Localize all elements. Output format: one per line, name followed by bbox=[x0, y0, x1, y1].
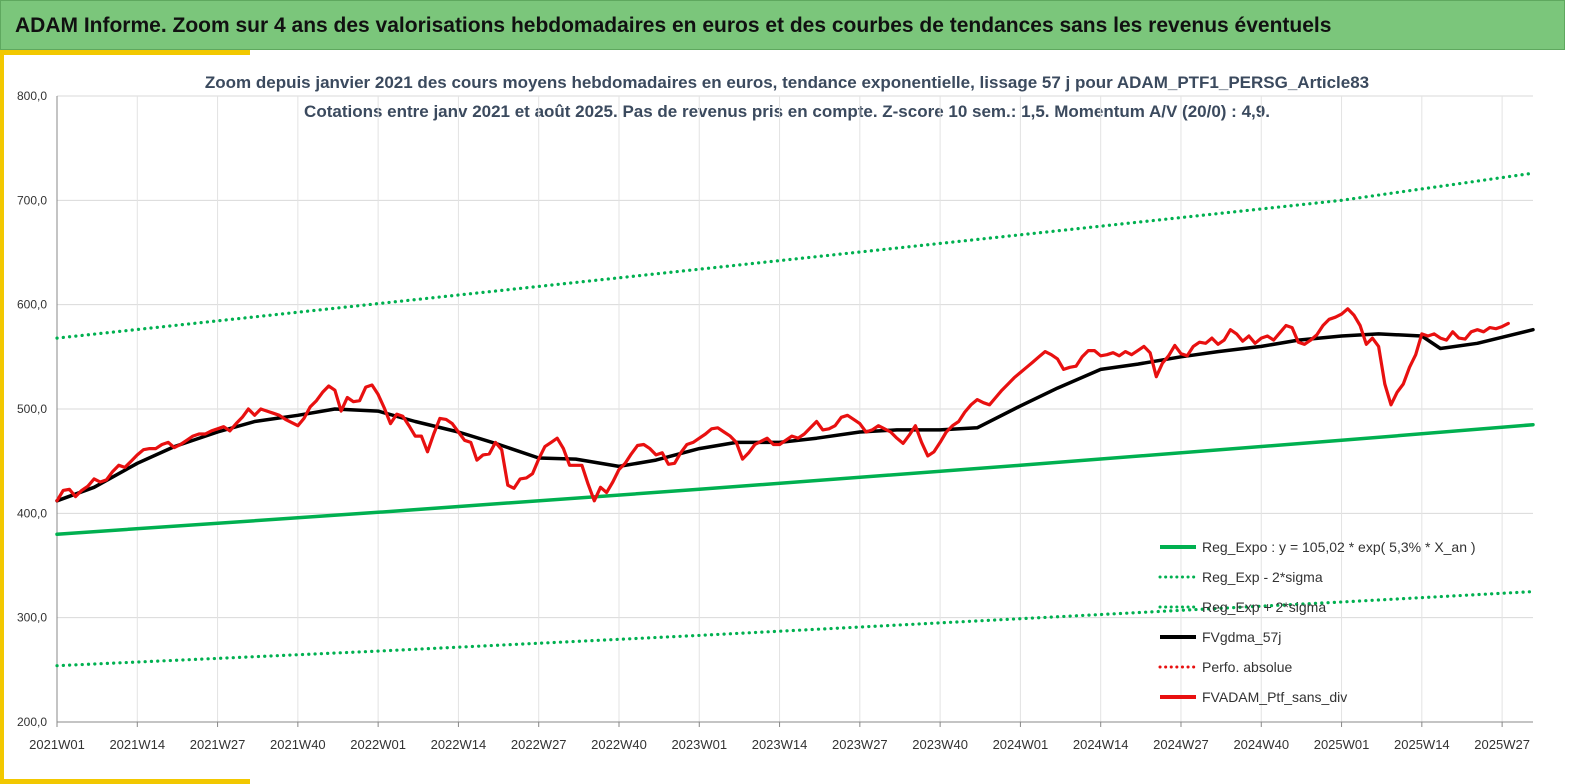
x-tick-label: 2025W27 bbox=[1474, 737, 1530, 752]
x-tick-label: 2024W01 bbox=[993, 737, 1049, 752]
y-tick-label: 200,0 bbox=[17, 715, 47, 729]
grid-lines bbox=[56, 95, 1533, 723]
series-line-reg-exp bbox=[55, 589, 1535, 668]
x-tick-label: 2022W14 bbox=[431, 737, 487, 752]
accent-bar-top bbox=[0, 50, 250, 55]
legend-label: Perfo. absolue bbox=[1202, 659, 1292, 675]
series-line-reg-expo bbox=[55, 422, 1535, 536]
chart-title: Zoom depuis janvier 2021 des cours moyen… bbox=[205, 73, 1369, 92]
x-tick-label: 2022W27 bbox=[511, 737, 567, 752]
x-tick-label: 2022W01 bbox=[350, 737, 406, 752]
series-line-fvadam-ptf-sans-div bbox=[55, 307, 1510, 503]
y-tick-label: 800,0 bbox=[17, 89, 47, 103]
axes: 800,0 700,0 600,0 500,0 400,0 300,0 200,0 2021W… bbox=[17, 89, 1533, 752]
series-line-reg-exp bbox=[55, 171, 1535, 340]
y-tick-label: 400,0 bbox=[17, 506, 47, 520]
legend: Reg_Expo : y = 105,02 * exp( 5,3% * X_an… bbox=[1158, 539, 1476, 705]
x-tick-label: 2023W40 bbox=[912, 737, 968, 752]
y-tick-label: 300,0 bbox=[17, 611, 47, 625]
legend-label: FVgdma_57j bbox=[1202, 629, 1281, 645]
report-banner: ADAM Informe. Zoom sur 4 ans des valoris… bbox=[0, 0, 1565, 50]
x-tick-label: 2023W01 bbox=[671, 737, 727, 752]
x-tick-label: 2024W40 bbox=[1233, 737, 1289, 752]
series-line-fvgdma-57j bbox=[55, 327, 1535, 503]
chart-subtitle: Cotations entre janv 2021 et août 2025. … bbox=[304, 102, 1270, 121]
y-tick-label: 700,0 bbox=[17, 193, 47, 207]
x-tick-label: 2022W40 bbox=[591, 737, 647, 752]
x-tick-label: 2024W27 bbox=[1153, 737, 1209, 752]
y-tick-label: 500,0 bbox=[17, 402, 47, 416]
series-lines bbox=[55, 171, 1535, 668]
x-tick-label: 2024W14 bbox=[1073, 737, 1129, 752]
y-tick-label: 600,0 bbox=[17, 298, 47, 312]
accent-bar-left bbox=[0, 50, 4, 784]
x-tick-label: 2023W14 bbox=[752, 737, 808, 752]
legend-label: Reg_Expo : y = 105,02 * exp( 5,3% * X_an… bbox=[1202, 539, 1476, 555]
x-tick-label: 2021W01 bbox=[29, 737, 85, 752]
accent-bar-bottom bbox=[0, 779, 250, 784]
legend-label: Reg_Exp - 2*sigma bbox=[1202, 569, 1323, 585]
x-tick-label: 2021W27 bbox=[190, 737, 246, 752]
legend-label: FVADAM_Ptf_sans_div bbox=[1202, 689, 1347, 705]
x-tick-label: 2025W14 bbox=[1394, 737, 1450, 752]
x-tick-label: 2023W27 bbox=[832, 737, 888, 752]
x-tick-label: 2021W14 bbox=[109, 737, 165, 752]
x-tick-label: 2025W01 bbox=[1314, 737, 1370, 752]
banner-title: ADAM Informe. Zoom sur 4 ans des valoris… bbox=[15, 14, 1332, 37]
legend-label: Reg_Exp + 2*sigma bbox=[1202, 599, 1326, 615]
x-tick-label: 2021W40 bbox=[270, 737, 326, 752]
